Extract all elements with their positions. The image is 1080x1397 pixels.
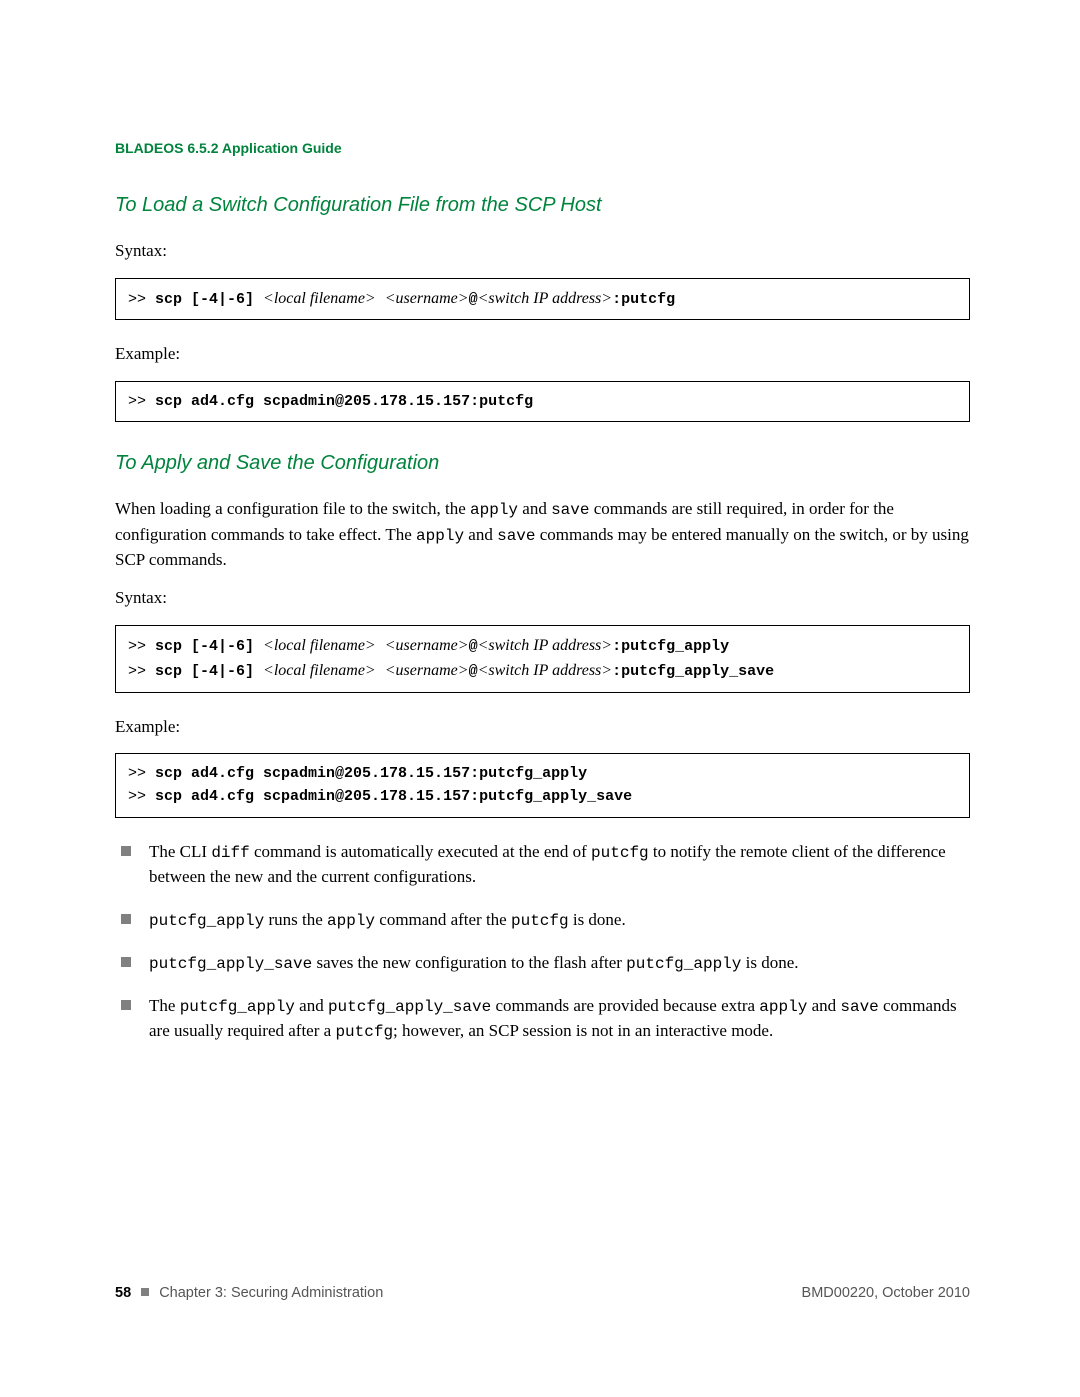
code-text: >> (128, 291, 155, 308)
syntax-label: Syntax: (115, 586, 970, 611)
footer-left: 58 Chapter 3: Securing Administration (115, 1285, 383, 1301)
code-text: @ (469, 663, 478, 680)
section-heading-apply-save: To Apply and Save the Configuration (115, 452, 970, 475)
bullet-list: The CLI diff command is automatically ex… (115, 840, 970, 1045)
inline-code: apply (759, 998, 807, 1016)
inline-code: apply (470, 501, 518, 519)
text: is done. (741, 953, 798, 972)
text: When loading a configuration file to the… (115, 499, 470, 518)
code-text: scp ad4.cfg scpadmin@205.178.15.157:putc… (155, 788, 632, 805)
inline-code: diff (211, 844, 249, 862)
code-text: @ (469, 638, 478, 655)
inline-code: save (840, 998, 878, 1016)
inline-code: putcfg_apply (626, 955, 741, 973)
inline-code: apply (416, 527, 464, 545)
text: is done. (569, 910, 626, 929)
code-text: >> (128, 663, 155, 680)
list-item: The CLI diff command is automatically ex… (115, 840, 970, 890)
code-text: scp (155, 663, 182, 680)
code-text: >> (128, 393, 155, 410)
code-text: :putcfg_apply_save (612, 663, 774, 680)
code-text (376, 638, 385, 655)
inline-code: putcfg_apply (180, 998, 295, 1016)
code-text: @ (469, 291, 478, 308)
text: command is automatically executed at the… (250, 842, 591, 861)
code-box-syntax-putcfg: >> scp [-4|-6] <local filename> <usernam… (115, 278, 970, 321)
text: and (807, 996, 840, 1015)
code-arg: <switch IP address> (478, 290, 612, 307)
running-header: BLADEOS 6.5.2 Application Guide (115, 140, 970, 156)
code-arg: <switch IP address> (478, 637, 612, 654)
code-arg: <username> (385, 290, 469, 307)
document-page: BLADEOS 6.5.2 Application Guide To Load … (0, 0, 1080, 1044)
inline-code: save (497, 527, 535, 545)
code-text (376, 663, 385, 680)
code-text: [-4|-6] (182, 291, 263, 308)
list-item: putcfg_apply_save saves the new configur… (115, 951, 970, 976)
spacer (115, 444, 970, 452)
code-text: scp (155, 638, 182, 655)
text: The CLI (149, 842, 211, 861)
code-text: >> (128, 765, 155, 782)
code-arg: <username> (385, 662, 469, 679)
code-box-syntax-apply: >> scp [-4|-6] <local filename> <usernam… (115, 625, 970, 693)
example-label: Example: (115, 715, 970, 740)
code-text: [-4|-6] (182, 663, 263, 680)
inline-code: putcfg (591, 844, 649, 862)
text: runs the (264, 910, 327, 929)
text: ; however, an SCP session is not in an i… (393, 1021, 773, 1040)
code-arg: <local filename> (263, 637, 376, 654)
code-text (376, 291, 385, 308)
list-item: putcfg_apply runs the apply command afte… (115, 908, 970, 933)
text: saves the new configuration to the flash… (312, 953, 626, 972)
code-text: scp ad4.cfg scpadmin@205.178.15.157:putc… (155, 393, 533, 410)
square-icon (141, 1288, 149, 1296)
code-arg: <switch IP address> (478, 662, 612, 679)
code-text: >> (128, 638, 155, 655)
code-text: [-4|-6] (182, 638, 263, 655)
text: command after the (375, 910, 511, 929)
inline-code: save (551, 501, 589, 519)
code-text: :putcfg_apply (612, 638, 729, 655)
page-number: 58 (115, 1285, 131, 1301)
inline-code: putcfg (335, 1023, 393, 1041)
paragraph: When loading a configuration file to the… (115, 497, 970, 572)
code-arg: <local filename> (263, 662, 376, 679)
inline-code: putcfg_apply (149, 912, 264, 930)
inline-code: putcfg_apply_save (149, 955, 312, 973)
code-text: scp ad4.cfg scpadmin@205.178.15.157:putc… (155, 765, 587, 782)
text: The (149, 996, 180, 1015)
list-item: The putcfg_apply and putcfg_apply_save c… (115, 994, 970, 1044)
code-arg: <username> (385, 637, 469, 654)
code-text: scp (155, 291, 182, 308)
code-arg: <local filename> (263, 290, 376, 307)
section-heading-load-config: To Load a Switch Configuration File from… (115, 194, 970, 217)
syntax-label: Syntax: (115, 239, 970, 264)
inline-code: apply (327, 912, 375, 930)
code-text: >> (128, 788, 155, 805)
inline-code: putcfg_apply_save (328, 998, 491, 1016)
text: commands are provided because extra (491, 996, 759, 1015)
code-box-example-putcfg: >> scp ad4.cfg scpadmin@205.178.15.157:p… (115, 381, 970, 422)
inline-code: putcfg (511, 912, 569, 930)
code-text: :putcfg (612, 291, 675, 308)
text: and (464, 525, 497, 544)
footer-right: BMD00220, October 2010 (802, 1285, 970, 1301)
example-label: Example: (115, 342, 970, 367)
code-box-example-apply: >> scp ad4.cfg scpadmin@205.178.15.157:p… (115, 753, 970, 818)
text: and (518, 499, 551, 518)
chapter-label: Chapter 3: Securing Administration (159, 1285, 383, 1301)
text: and (295, 996, 328, 1015)
page-footer: 58 Chapter 3: Securing Administration BM… (115, 1285, 970, 1301)
